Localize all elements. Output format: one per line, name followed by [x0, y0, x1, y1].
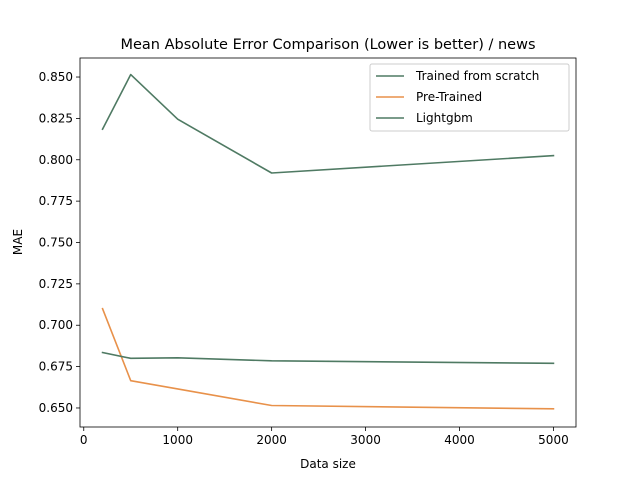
x-tick-label: 5000 [538, 433, 569, 447]
y-tick-label: 0.800 [39, 153, 73, 167]
series-layer [101, 73, 555, 410]
y-tick-label: 0.675 [39, 360, 73, 374]
legend-label: Lightgbm [416, 111, 473, 125]
y-axis-label: MAE [11, 229, 25, 255]
y-tick-label: 0.700 [39, 318, 73, 332]
legend-label: Pre-Trained [416, 90, 482, 104]
y-tick-label: 0.850 [39, 70, 73, 84]
y-tick-label: 0.775 [39, 194, 73, 208]
y-tick-label: 0.825 [39, 111, 73, 125]
x-tick-label: 1000 [162, 433, 193, 447]
y-tick-label: 0.750 [39, 236, 73, 250]
y-tick-label: 0.725 [39, 277, 73, 291]
series-line-1 [101, 73, 555, 174]
legend: Trained from scratch Pre-Trained Lightgbm [369, 63, 570, 132]
x-axis-ticks: 0 1000 2000 3000 4000 5000 [80, 427, 569, 447]
y-axis-ticks: 0.650 0.675 0.700 0.725 0.750 0.775 0.800 0.825… [39, 70, 80, 415]
chart-title: Mean Absolute Error Comparison (Lower is… [120, 37, 535, 53]
legend-box [369, 63, 570, 132]
legend-label: Trained from scratch [415, 69, 539, 83]
series-line-2 [101, 307, 555, 410]
y-tick-label: 0.650 [39, 401, 73, 415]
x-tick-label: 0 [80, 433, 88, 447]
x-tick-label: 2000 [256, 433, 287, 447]
x-tick-label: 3000 [350, 433, 381, 447]
x-axis-label: Data size [300, 457, 356, 471]
x-tick-label: 4000 [444, 433, 475, 447]
series-line-3 [101, 351, 555, 365]
